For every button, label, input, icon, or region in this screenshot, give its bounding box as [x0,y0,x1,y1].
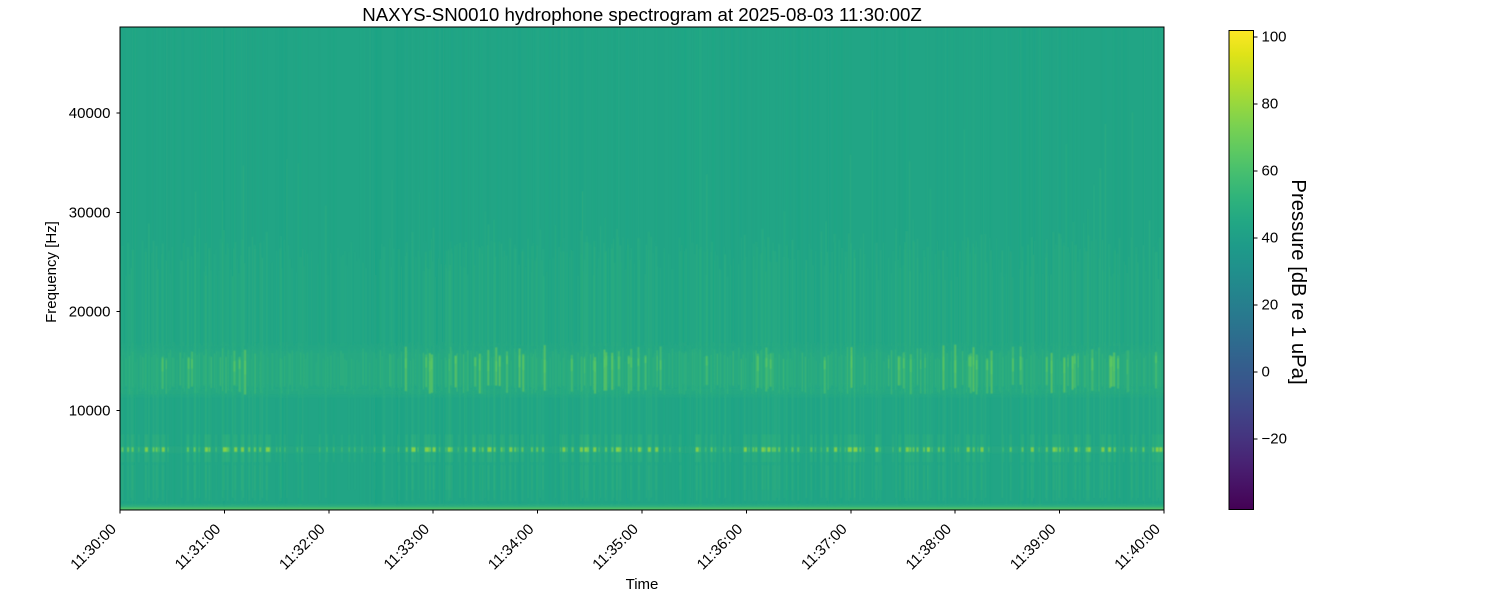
svg-text:−20: −20 [1262,431,1287,448]
svg-text:Time: Time [626,576,659,593]
svg-text:100: 100 [1262,29,1287,46]
svg-text:Frequency [Hz]: Frequency [Hz] [43,221,60,323]
svg-text:10000: 10000 [69,403,111,420]
svg-text:60: 60 [1262,163,1279,180]
svg-text:80: 80 [1262,96,1279,113]
svg-text:20000: 20000 [69,304,111,321]
svg-text:40: 40 [1262,230,1279,247]
svg-text:NAXYS-SN0010 hydrophone spectr: NAXYS-SN0010 hydrophone spectrogram at 2… [362,4,922,25]
svg-text:30000: 30000 [69,204,111,221]
svg-text:40000: 40000 [69,105,111,122]
svg-text:20: 20 [1262,297,1279,314]
svg-text:Pressure [dB re 1 uPa]: Pressure [dB re 1 uPa] [1287,179,1309,384]
svg-text:0: 0 [1262,364,1270,381]
